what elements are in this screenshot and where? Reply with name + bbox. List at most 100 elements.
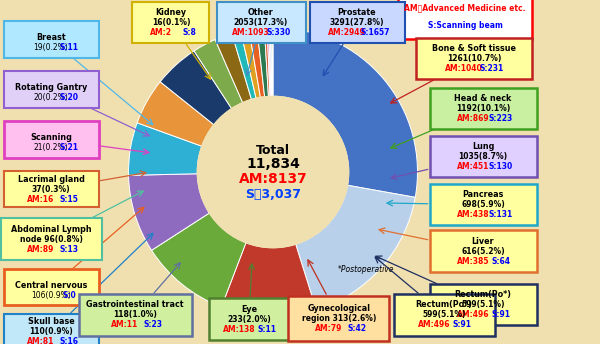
Text: S:231: S:231 <box>480 64 504 73</box>
Text: S:223: S:223 <box>489 114 513 123</box>
Text: S:1657: S:1657 <box>360 28 390 37</box>
Text: Scanning: Scanning <box>30 133 72 142</box>
FancyBboxPatch shape <box>430 284 536 325</box>
Text: Rotating Gantry: Rotating Gantry <box>15 83 87 92</box>
Text: AM:869: AM:869 <box>457 114 490 123</box>
Text: S:91: S:91 <box>452 320 472 329</box>
Text: S:131: S:131 <box>489 210 513 219</box>
Text: Central nervous: Central nervous <box>15 281 87 290</box>
Text: 20(0.2%): 20(0.2%) <box>34 93 68 102</box>
FancyBboxPatch shape <box>4 314 98 344</box>
Text: AM:89: AM:89 <box>28 245 55 254</box>
Text: S:42: S:42 <box>347 324 367 333</box>
Wedge shape <box>194 40 242 109</box>
Text: Pancreas: Pancreas <box>463 190 503 199</box>
Wedge shape <box>160 51 232 125</box>
Text: 599(5.1%): 599(5.1%) <box>422 310 466 319</box>
Wedge shape <box>273 28 418 197</box>
Text: AM:8137: AM:8137 <box>239 172 307 186</box>
Text: S:8: S:8 <box>182 28 196 37</box>
FancyBboxPatch shape <box>430 230 536 272</box>
FancyBboxPatch shape <box>209 299 289 340</box>
Wedge shape <box>265 28 270 96</box>
FancyBboxPatch shape <box>217 2 305 43</box>
FancyBboxPatch shape <box>430 184 536 225</box>
Text: Prostate: Prostate <box>338 8 376 17</box>
Text: Lung: Lung <box>472 142 494 151</box>
FancyBboxPatch shape <box>4 21 98 58</box>
Text: S:21: S:21 <box>59 143 79 152</box>
FancyBboxPatch shape <box>4 171 98 207</box>
Text: AM:2: AM:2 <box>150 28 172 37</box>
Text: S:11: S:11 <box>59 43 79 52</box>
Text: S:23: S:23 <box>143 320 163 329</box>
Text: region 313(2.6%): region 313(2.6%) <box>302 314 376 323</box>
Wedge shape <box>128 123 202 175</box>
Text: S:130: S:130 <box>489 162 513 171</box>
Text: S:Scanning beam: S:Scanning beam <box>428 21 502 30</box>
Text: S:16: S:16 <box>59 337 79 344</box>
Wedge shape <box>296 185 415 310</box>
Text: 37(0.3%): 37(0.3%) <box>32 185 70 194</box>
FancyBboxPatch shape <box>310 2 404 43</box>
Text: 1192(10.1%): 1192(10.1%) <box>456 104 510 113</box>
Text: Liver: Liver <box>472 237 494 246</box>
Text: 698(5.9%): 698(5.9%) <box>461 200 505 209</box>
Text: Eye: Eye <box>241 305 257 314</box>
Text: Gastrointestinal tract: Gastrointestinal tract <box>86 300 184 309</box>
Text: AM:11: AM:11 <box>112 320 139 329</box>
Wedge shape <box>267 28 271 96</box>
Text: S:13: S:13 <box>59 245 79 254</box>
FancyBboxPatch shape <box>4 71 98 108</box>
Text: S:91: S:91 <box>491 310 511 319</box>
Text: S:330: S:330 <box>267 28 291 37</box>
Text: 616(5.2%): 616(5.2%) <box>461 247 505 256</box>
Text: AM:2949: AM:2949 <box>328 28 366 37</box>
Text: AM:451: AM:451 <box>457 162 489 171</box>
Text: Bone & Soft tissue: Bone & Soft tissue <box>432 44 516 53</box>
Wedge shape <box>271 28 272 96</box>
Text: 21(0.2%): 21(0.2%) <box>34 143 68 152</box>
Text: 1261(10.7%): 1261(10.7%) <box>447 54 501 63</box>
Text: S：3,037: S：3,037 <box>245 187 301 201</box>
FancyBboxPatch shape <box>1 218 101 260</box>
Text: AM:496: AM:496 <box>418 320 450 329</box>
Wedge shape <box>152 213 246 307</box>
Text: 110(0.9%): 110(0.9%) <box>29 327 73 336</box>
Text: Other: Other <box>248 8 274 17</box>
FancyBboxPatch shape <box>4 121 98 158</box>
Wedge shape <box>241 30 260 98</box>
Text: Rectum(Po*): Rectum(Po*) <box>415 300 473 309</box>
Text: Lacrimal gland: Lacrimal gland <box>17 175 85 184</box>
Text: AM:138: AM:138 <box>223 325 256 334</box>
Text: *Postoperative: *Postoperative <box>338 265 395 273</box>
Wedge shape <box>257 28 268 97</box>
Text: S:0: S:0 <box>62 291 76 300</box>
Text: AM:81: AM:81 <box>28 337 55 344</box>
Text: 106(0.9%): 106(0.9%) <box>31 291 71 300</box>
Text: Gynecological: Gynecological <box>307 304 370 313</box>
FancyBboxPatch shape <box>4 269 98 305</box>
FancyBboxPatch shape <box>289 296 389 341</box>
Text: Kidney: Kidney <box>155 8 187 17</box>
FancyBboxPatch shape <box>398 0 532 39</box>
Text: Rectum(Po*): Rectum(Po*) <box>455 290 512 299</box>
Text: 1035(8.7%): 1035(8.7%) <box>458 152 508 161</box>
Text: AM:385: AM:385 <box>457 257 489 266</box>
Text: 118(1.0%): 118(1.0%) <box>113 310 157 319</box>
Text: S:20: S:20 <box>59 93 79 102</box>
Text: 2053(17.3%): 2053(17.3%) <box>234 18 288 27</box>
Text: Total: Total <box>256 143 290 157</box>
Wedge shape <box>128 174 209 250</box>
Wedge shape <box>269 28 272 96</box>
Text: 16(0.1%): 16(0.1%) <box>152 18 190 27</box>
FancyBboxPatch shape <box>133 2 209 43</box>
Text: Head & neck: Head & neck <box>454 94 512 103</box>
Text: S:11: S:11 <box>257 325 277 334</box>
Text: AM:16: AM:16 <box>28 195 55 204</box>
Text: AM:1040: AM:1040 <box>445 64 483 73</box>
Circle shape <box>197 96 349 248</box>
Text: AM:1093: AM:1093 <box>232 28 270 37</box>
Text: AM:79: AM:79 <box>316 324 343 333</box>
Text: 599(5.1%): 599(5.1%) <box>461 300 505 309</box>
